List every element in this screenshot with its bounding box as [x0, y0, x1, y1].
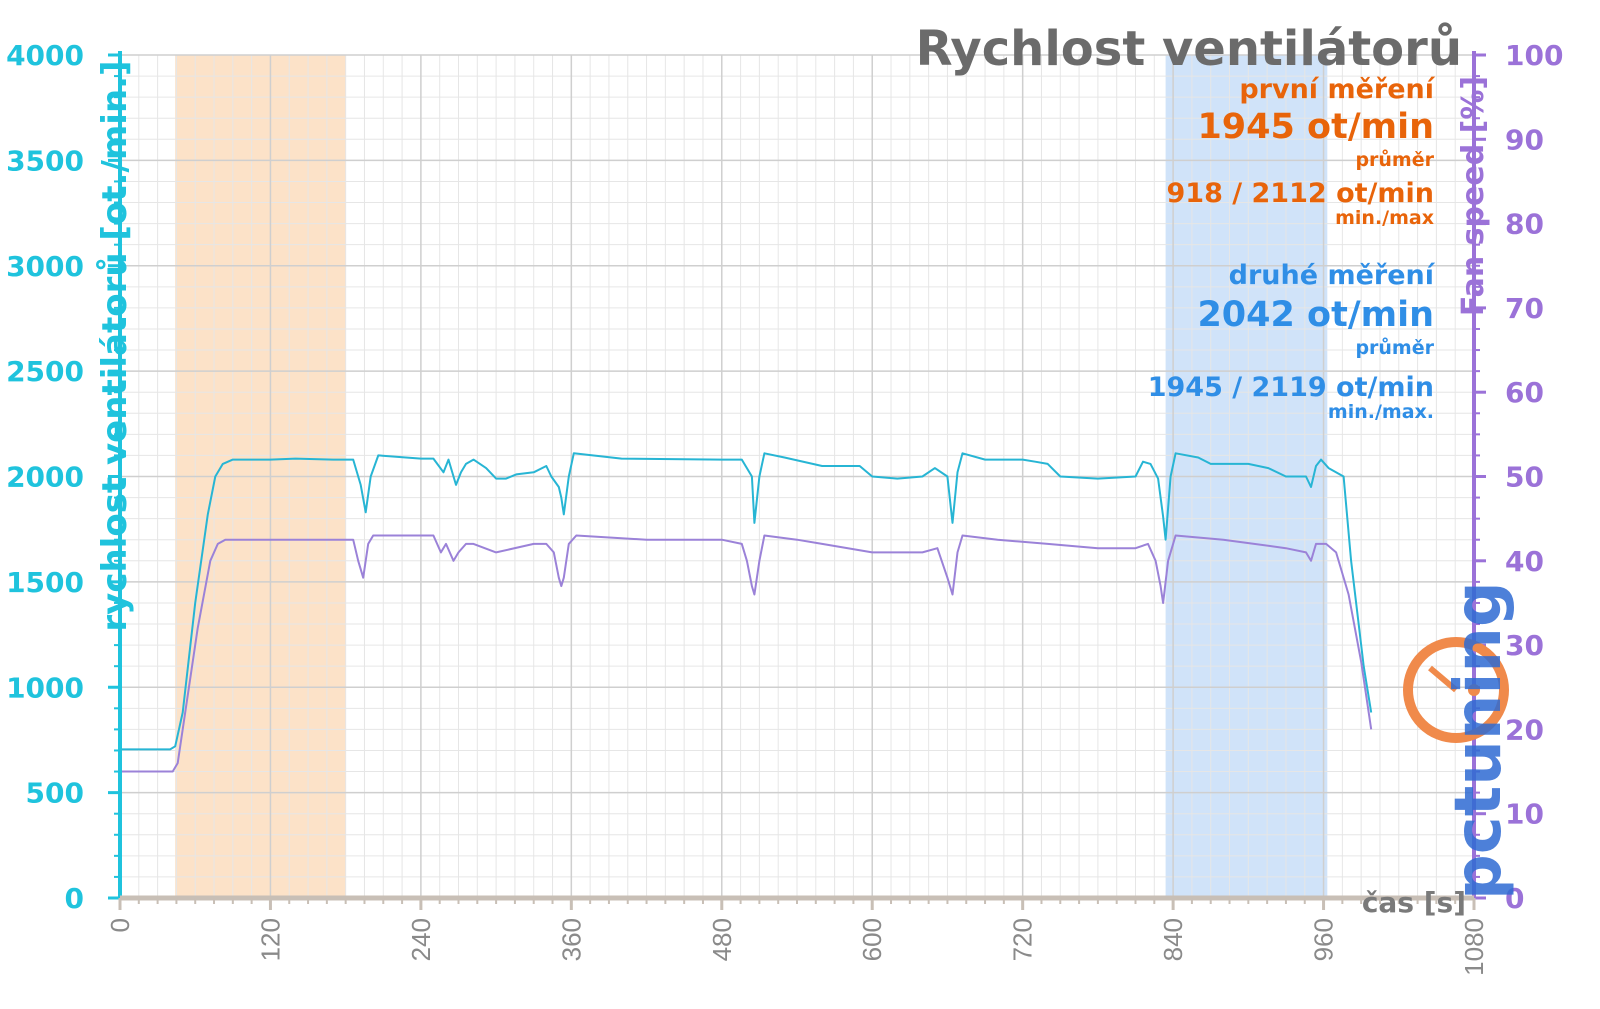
- x-tick-label: 120: [255, 918, 285, 961]
- axes: [108, 51, 1486, 910]
- y2-tick-label: 90: [1505, 123, 1544, 156]
- logo-stopwatch-knob: [1468, 684, 1480, 696]
- grid: [119, 54, 1475, 899]
- logo-stopwatch-ring: [1403, 637, 1509, 743]
- y-tick-label: 1500: [6, 566, 84, 599]
- y2-tick-label: 80: [1505, 208, 1544, 241]
- logo-stopwatch-hand: [1428, 665, 1458, 693]
- second-minmax-label: min./max.: [1327, 401, 1434, 423]
- y2-tick-label: 60: [1505, 376, 1544, 409]
- chart-title: Rychlost ventilátorů: [916, 21, 1462, 77]
- first-title: první měření: [1239, 74, 1434, 105]
- y2-tick-label: 30: [1505, 629, 1544, 662]
- logo-text: pctuning: [1442, 581, 1516, 900]
- y2-tick-label: 70: [1505, 292, 1544, 325]
- series-lines: [120, 452, 1373, 773]
- y-tick-label: 2500: [6, 355, 84, 388]
- y-tick-label: 3000: [6, 250, 84, 283]
- tick-labels: 0500100015002000250030003500400001020304…: [6, 39, 1563, 976]
- x-tick-label: 600: [857, 918, 887, 961]
- y2-axis-title: Fan speed [%]: [1456, 76, 1491, 316]
- y-tick-label: 500: [26, 777, 84, 810]
- x-axis-title: čas [s]: [1362, 886, 1466, 919]
- y2-tick-label: 50: [1505, 461, 1544, 494]
- y2-tick-label: 40: [1505, 545, 1544, 578]
- x-tick-label: 240: [406, 918, 436, 961]
- x-tick-label: 480: [707, 918, 737, 961]
- x-tick-label: 1080: [1459, 918, 1489, 976]
- y2-tick-label: 20: [1505, 713, 1544, 746]
- y2-tick-label: 10: [1505, 798, 1544, 831]
- y-tick-label: 1000: [6, 671, 84, 704]
- y2-tick-label: 100: [1505, 39, 1563, 72]
- x-tick-label: 960: [1309, 918, 1339, 961]
- first-minmax-label: min./max: [1335, 207, 1434, 229]
- second-title: druhé měření: [1228, 260, 1434, 291]
- y-tick-label: 2000: [6, 461, 84, 494]
- second-avg: 2042 ot/min: [1197, 295, 1434, 335]
- series-line-rpm: [120, 452, 1373, 751]
- series-line-fan-percent: [120, 534, 1373, 773]
- first-minmax: 918 / 2112 ot/min: [1166, 178, 1435, 209]
- x-tick-label: 840: [1158, 918, 1188, 961]
- y-tick-label: 4000: [6, 39, 84, 72]
- y-tick-label: 0: [65, 882, 84, 915]
- x-tick-label: 0: [105, 918, 135, 932]
- y-tick-label: 3500: [6, 144, 84, 177]
- first-avg-label: průměr: [1355, 149, 1434, 171]
- second-minmax: 1945 / 2119 ot/min: [1147, 372, 1434, 403]
- pctuning-logo: pctuning: [1403, 581, 1516, 900]
- y2-tick-label: 0: [1505, 882, 1524, 915]
- second-avg-label: průměr: [1355, 337, 1434, 359]
- x-tick-label: 360: [556, 918, 586, 961]
- y-axis-title: rychlost ventilátorů [ot./min.]: [95, 60, 135, 631]
- x-tick-label: 720: [1008, 918, 1038, 961]
- first-avg: 1945 ot/min: [1197, 107, 1434, 147]
